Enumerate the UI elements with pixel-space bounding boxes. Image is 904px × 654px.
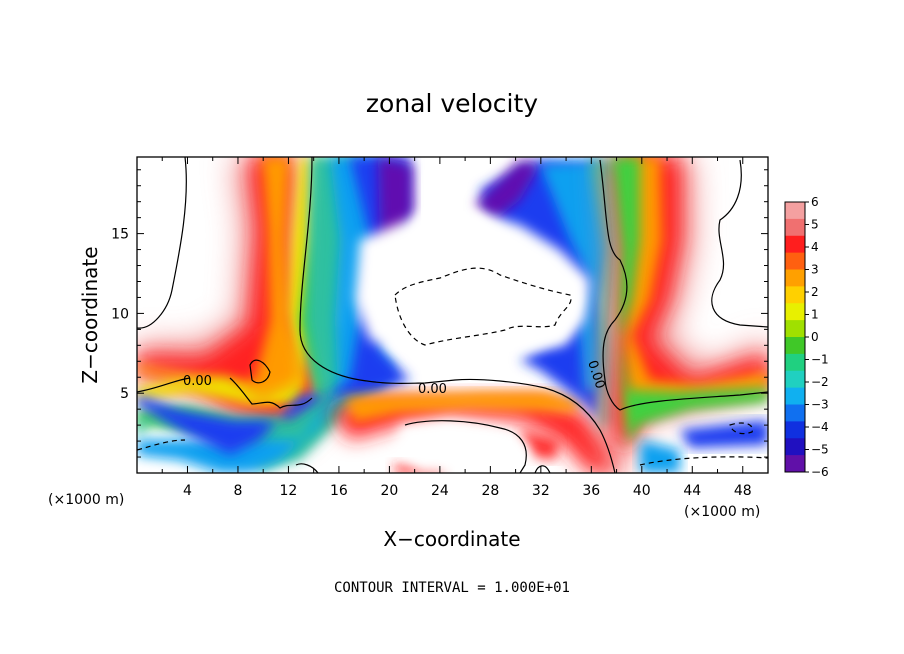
colorbar-swatch [785,455,805,473]
colorbar-tick-label: 5 [811,218,819,232]
y-axis: 5 10 15 [111,169,768,458]
colorbar-swatch [785,421,805,439]
colorbar-swatch [785,387,805,405]
x-tick-label: 12 [280,483,298,499]
colorbar: 6 5 4 3 2 1 0 −1 −2 −3 −4 −5 −6 [784,195,829,479]
colorbar-swatch [785,202,805,220]
colorbar-swatch [785,218,805,237]
x-axis-title: X−coordinate [383,527,520,551]
field-right-jet [600,157,768,473]
x-tick-label: 8 [233,483,242,499]
contour-label: 0.00 [418,382,447,397]
colorbar-swatch [785,269,805,287]
y-tick-label: 15 [111,227,129,243]
x-unit-right: (×1000 m) [684,504,760,520]
colorbar-swatch [785,235,805,254]
x-tick-label: 20 [380,483,398,499]
colorbar-swatch [785,353,805,372]
colorbar-swatch [785,438,805,456]
colorbar-swatch [785,370,805,389]
x-tick-label: 4 [183,483,192,499]
colorbar-tick-label: −1 [811,353,829,367]
chart-title: zonal velocity [366,89,538,118]
y-axis-title: Z−coordinate [78,246,102,383]
y-tick-label: 10 [111,306,129,322]
contour-label: 0.00 [183,374,212,389]
x-tick-label: 28 [481,483,499,499]
x-tick-label: 16 [330,483,348,499]
colorbar-tick-label: 1 [811,308,819,322]
colorbar-swatch [785,252,805,270]
colorbar-swatch [785,286,805,304]
plot-frame [136,156,769,474]
x-unit-left: (×1000 m) [48,492,124,508]
contour-lines [137,157,768,473]
x-tick-label: 32 [532,483,550,499]
colorbar-tick-label: 0 [811,330,819,344]
x-tick-label: 36 [582,483,600,499]
y-tick-label: 5 [120,386,129,402]
x-axis: 4 8 12 16 20 24 28 32 36 40 44 48 [161,157,752,499]
colorbar-tick-label: 3 [811,263,819,277]
colorbar-tick-label: −3 [811,398,829,412]
colorbar-tick-label: 6 [811,195,819,209]
colorbar-swatch [785,320,805,338]
colorbar-tick-label: −6 [811,465,829,479]
colorbar-swatch [785,337,805,355]
colorbar-tick-label: −5 [811,443,829,457]
contour-interval-note: CONTOUR INTERVAL = 1.000E+01 [334,580,570,596]
colorbar-swatch [785,404,805,422]
colorbar-swatch [785,303,805,321]
colorbar-tick-label: 4 [811,240,819,254]
x-tick-label: 44 [683,483,701,499]
plot-area [137,157,768,473]
field-white-regions [355,210,590,473]
x-tick-label: 40 [633,483,651,499]
colorbar-tick-label: 2 [811,285,819,299]
colorbar-tick-label: −4 [811,420,829,434]
colorbar-tick-label: −2 [811,375,829,389]
x-tick-label: 24 [431,483,449,499]
x-tick-label: 48 [734,483,752,499]
